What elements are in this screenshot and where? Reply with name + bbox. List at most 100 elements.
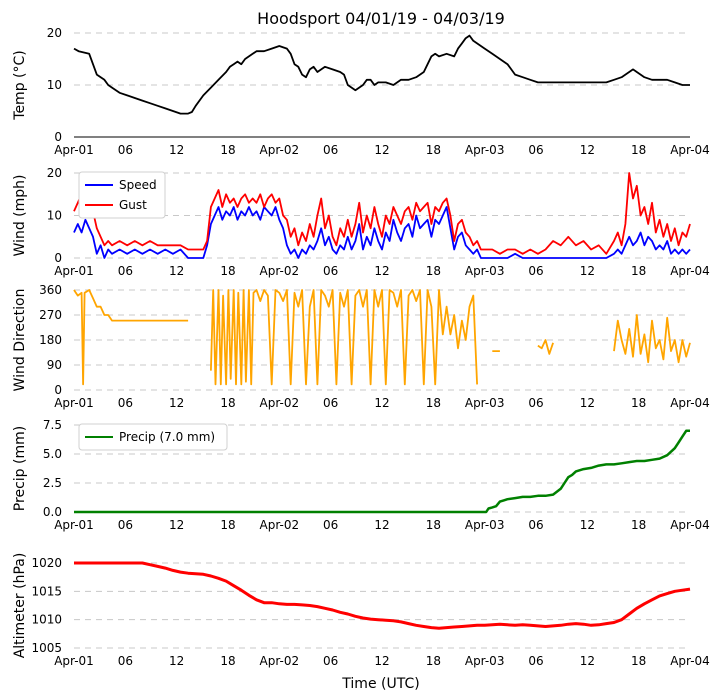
x-tick-label: 18 [631,654,646,668]
x-tick-label: 12 [580,654,595,668]
x-tick-label: 12 [580,518,595,532]
y-axis-label: Temp (°C) [12,50,28,120]
y-tick-label: 1010 [31,613,62,627]
x-tick-label: 18 [220,264,235,278]
x-tick-label: 18 [426,264,441,278]
y-tick-label: 180 [39,333,62,347]
series-direction [73,289,691,386]
x-tick-label: 06 [118,396,133,410]
x-tick-label: 06 [323,264,338,278]
x-tick-label: Apr-04 [670,518,710,532]
x-tick-label: Apr-04 [670,264,710,278]
series-altimeter [74,561,691,630]
y-axis-label: Wind Direction [12,289,28,392]
panel-1: 0 10 20 Apr-01 06 12 18 Apr-02 06 12 18 Apr-03 06 12 1… [12,26,710,157]
y-axis-label: Precip (mm) [12,426,28,511]
x-tick-label: Apr-01 [54,264,94,278]
x-tick-label: 12 [169,264,184,278]
x-tick-label: 18 [631,396,646,410]
x-tick-label: Apr-01 [54,654,94,668]
x-tick-label: 06 [528,654,543,668]
y-tick-label: 0.0 [43,505,62,519]
y-tick-label: 20 [47,166,62,180]
panel-5: 1005 1010 1015 1020 Apr-01 06 12 18 Apr-02 06 12 18… [12,553,710,668]
x-tick-label: Apr-01 [54,143,94,157]
x-tick-label: 18 [426,396,441,410]
x-tick-label: 06 [528,518,543,532]
y-tick-label: 2.5 [43,476,62,490]
legend-label: Precip (7.0 mm) [119,430,215,444]
x-tick-label: Apr-02 [260,518,300,532]
legend-label: Speed [119,178,157,192]
panel-4: 0.0 2.5 5.0 7.5 Apr-01 06 12 18 Apr-02 06 12 18 Apr-… [12,418,710,532]
x-tick-label: 06 [323,654,338,668]
x-tick-label: Apr-03 [465,518,505,532]
x-tick-label: 18 [631,518,646,532]
legend-box [78,423,228,451]
x-tick-label: Apr-02 [260,396,300,410]
x-tick-label: 06 [118,264,133,278]
x-tick-label: 18 [631,264,646,278]
y-tick-label: 90 [47,358,62,372]
y-tick-label: 10 [47,78,62,92]
x-tick-label: 06 [528,143,543,157]
x-axis-label: Time (UTC) [341,676,419,692]
series-temp [73,34,690,115]
x-tick-label: 18 [220,396,235,410]
x-tick-label: 12 [580,396,595,410]
x-tick-label: 12 [374,654,389,668]
x-tick-label: Apr-03 [465,396,505,410]
x-tick-label: 12 [169,518,184,532]
x-tick-label: 06 [323,518,338,532]
x-tick-label: 18 [426,143,441,157]
x-tick-label: 12 [580,264,595,278]
x-tick-label: 18 [426,518,441,532]
x-tick-label: Apr-03 [465,143,505,157]
x-tick-label: 18 [426,654,441,668]
y-tick-label: 0 [54,251,62,265]
x-tick-label: 12 [374,518,389,532]
x-tick-label: 18 [220,143,235,157]
x-tick-label: Apr-04 [670,143,710,157]
series-speed [73,206,691,259]
x-tick-label: 12 [374,396,389,410]
x-tick-label: 12 [169,143,184,157]
legend-box [78,171,166,219]
y-axis-label: Wind (mph) [12,175,28,257]
y-tick-label: 5.0 [43,447,62,461]
y-tick-label: 360 [39,283,62,297]
x-tick-label: 06 [528,264,543,278]
x-tick-label: 18 [220,654,235,668]
series-precip-7-0-mm [74,429,690,514]
x-tick-label: 06 [118,518,133,532]
x-tick-label: Apr-03 [465,654,505,668]
y-axis-label: Altimeter (hPa) [12,553,28,659]
y-tick-label: 20 [47,26,62,40]
x-tick-label: 12 [169,396,184,410]
x-tick-label: Apr-04 [670,654,710,668]
y-tick-label: 270 [39,308,62,322]
x-tick-label: 12 [580,143,595,157]
x-tick-label: Apr-04 [670,396,710,410]
y-tick-label: 7.5 [43,418,62,432]
series-gust [73,172,691,255]
x-tick-label: 18 [631,143,646,157]
x-tick-label: Apr-02 [260,264,300,278]
y-tick-label: 10 [47,209,62,223]
x-tick-label: 12 [374,264,389,278]
panel-3: 0 90 180 270 360 Apr-01 06 12 18 Apr-02 06 12 18 Apr-… [12,283,710,410]
y-tick-label: 1005 [31,641,62,655]
y-tick-label: 1015 [31,584,62,598]
x-tick-label: Apr-03 [465,264,505,278]
panel-2: 0 10 20 Apr-01 06 12 18 Apr-02 06 12 18 Apr-03 06 12 1… [12,166,710,278]
y-tick-label: 1020 [31,556,62,570]
x-tick-label: Apr-02 [260,654,300,668]
chart-title: Hoodsport 04/01/19 - 04/03/19 [257,9,505,28]
x-tick-label: Apr-01 [54,396,94,410]
x-tick-label: 06 [528,396,543,410]
x-tick-label: Apr-02 [260,143,300,157]
y-tick-label: 0 [54,130,62,144]
x-tick-label: Apr-01 [54,518,94,532]
